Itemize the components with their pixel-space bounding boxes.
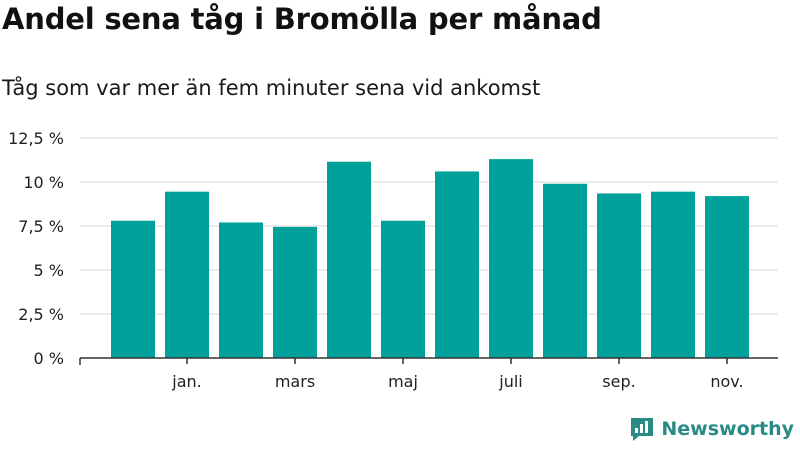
bar (705, 196, 749, 358)
bar (273, 226, 317, 358)
y-tick-label: 10 % (23, 173, 64, 192)
y-tick-label: 7,5 % (18, 217, 64, 236)
y-tick-label: 2,5 % (18, 305, 64, 324)
bar (435, 171, 479, 358)
brand: Newsworthy (629, 416, 794, 442)
x-tick-label: jan. (171, 372, 201, 391)
x-tick-label: juli (498, 372, 522, 391)
brand-name: Newsworthy (661, 418, 794, 440)
bar (111, 220, 155, 358)
bar (219, 222, 263, 358)
bar (597, 193, 641, 358)
bar (489, 159, 533, 358)
x-tick-label: nov. (710, 372, 743, 391)
bar (543, 183, 587, 358)
newsworthy-logo-icon (631, 418, 654, 441)
x-tick-label: mars (275, 372, 315, 391)
x-tick-label: sep. (602, 372, 635, 391)
bar (327, 161, 371, 358)
y-tick-label: 5 % (34, 261, 64, 280)
chart-subtitle: Tåg som var mer än fem minuter sena vid … (2, 76, 541, 100)
y-tick-label: 12,5 % (8, 129, 64, 148)
bar (651, 191, 695, 358)
y-tick-label: 0 % (34, 349, 64, 368)
bar (381, 220, 425, 358)
chart-title: Andel sena tåg i Bromölla per månad (2, 2, 602, 36)
x-tick-label: maj (388, 372, 418, 391)
bar (165, 191, 209, 358)
